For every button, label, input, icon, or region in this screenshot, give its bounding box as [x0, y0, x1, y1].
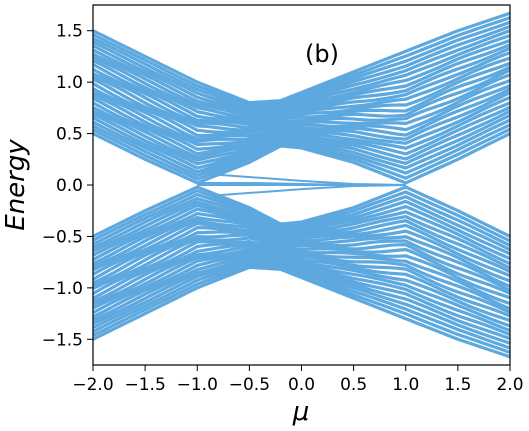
- bulk-line-upper-27: [92, 132, 511, 185]
- bulk-line-upper-24: [92, 118, 511, 174]
- x-tick-label: −1.0: [177, 375, 218, 395]
- bulk-line-upper-1: [92, 16, 511, 107]
- bulk-line-upper-7: [92, 43, 511, 121]
- y-tick-label: −1.0: [42, 279, 83, 299]
- bulk-line-lower-27: [92, 185, 511, 238]
- bulk-bands: [92, 11, 511, 359]
- bulk-line-lower-4: [92, 256, 511, 341]
- x-tick-label: 0.0: [288, 375, 315, 395]
- bulk-line-upper-21: [92, 105, 511, 162]
- bulk-line-lower-25: [92, 193, 511, 247]
- edge-states: [197, 173, 406, 197]
- bulk-line-lower-2: [92, 261, 511, 350]
- bulk-line-lower-5: [92, 254, 511, 337]
- y-tick-label: 1.5: [56, 22, 83, 42]
- bulk-line-upper-6: [92, 39, 511, 118]
- bulk-line-lower-22: [92, 203, 511, 261]
- bulk-line-upper-17: [92, 87, 511, 147]
- x-tick-label: 1.5: [444, 375, 471, 395]
- bulk-line-upper-2: [92, 20, 511, 109]
- bulk-line-lower-13: [92, 236, 511, 300]
- bulk-line-upper-15: [92, 79, 511, 141]
- bulk-line-lower-23: [92, 200, 511, 256]
- x-tick-label: −1.5: [124, 375, 165, 395]
- y-tick-label: −1.5: [42, 330, 83, 350]
- bulk-line-lower-26: [92, 189, 511, 243]
- panel-label: (b): [305, 40, 339, 68]
- bulk-line-upper-16: [92, 84, 511, 144]
- bulk-line-lower-15: [92, 230, 511, 292]
- bulk-line-lower-10: [92, 243, 511, 314]
- bulk-line-upper-13: [92, 68, 511, 134]
- bulk-line-upper-23: [92, 113, 511, 170]
- x-tick-label: 1.0: [392, 375, 419, 395]
- y-tick-label: 0.5: [56, 125, 83, 145]
- y-tick-label: 0.0: [56, 176, 83, 196]
- x-tick-label: 0.5: [340, 375, 367, 395]
- y-axis-ticks: 1.5 1.0 0.5 0.0 −0.5 −1.0 −1.5: [42, 22, 93, 350]
- y-axis-label: Energy: [1, 139, 31, 231]
- bulk-line-lower-14: [92, 233, 511, 295]
- bulk-line-upper-25: [92, 123, 511, 178]
- bulk-line-lower-6: [92, 252, 511, 333]
- bulk-line-lower-0: [92, 265, 511, 359]
- bulk-line-lower-24: [92, 196, 511, 252]
- edge-state-line-3: [218, 184, 406, 197]
- bulk-line-lower-20: [92, 211, 511, 270]
- x-tick-label: −0.5: [229, 375, 270, 395]
- bulk-line-lower-9: [92, 244, 511, 318]
- x-axis-ticks: −2.0 −1.5 −1.0 −0.5 0.0 0.5 1.0 1.5 2.0: [72, 365, 524, 395]
- bulk-line-lower-19: [92, 216, 511, 274]
- y-tick-label: 1.0: [56, 73, 83, 93]
- bulk-line-lower-1: [92, 263, 511, 354]
- x-tick-label: 2.0: [496, 375, 523, 395]
- bulk-line-upper-8: [92, 46, 511, 122]
- bulk-line-upper-12: [92, 65, 511, 132]
- bulk-line-upper-22: [92, 109, 511, 166]
- bulk-line-upper-26: [92, 127, 511, 181]
- bulk-line-upper-3: [92, 24, 511, 111]
- bulk-line-upper-20: [92, 101, 511, 159]
- edge-state-line-2: [218, 173, 406, 186]
- x-tick-label: −2.0: [72, 375, 113, 395]
- bulk-line-lower-3: [92, 259, 511, 345]
- x-axis-label: μ: [292, 397, 310, 427]
- bulk-line-lower-18: [92, 218, 511, 278]
- y-tick-label: −0.5: [42, 227, 83, 247]
- bulk-line-lower-8: [92, 247, 511, 323]
- bulk-line-upper-0: [92, 11, 511, 105]
- bulk-line-upper-11: [92, 61, 511, 130]
